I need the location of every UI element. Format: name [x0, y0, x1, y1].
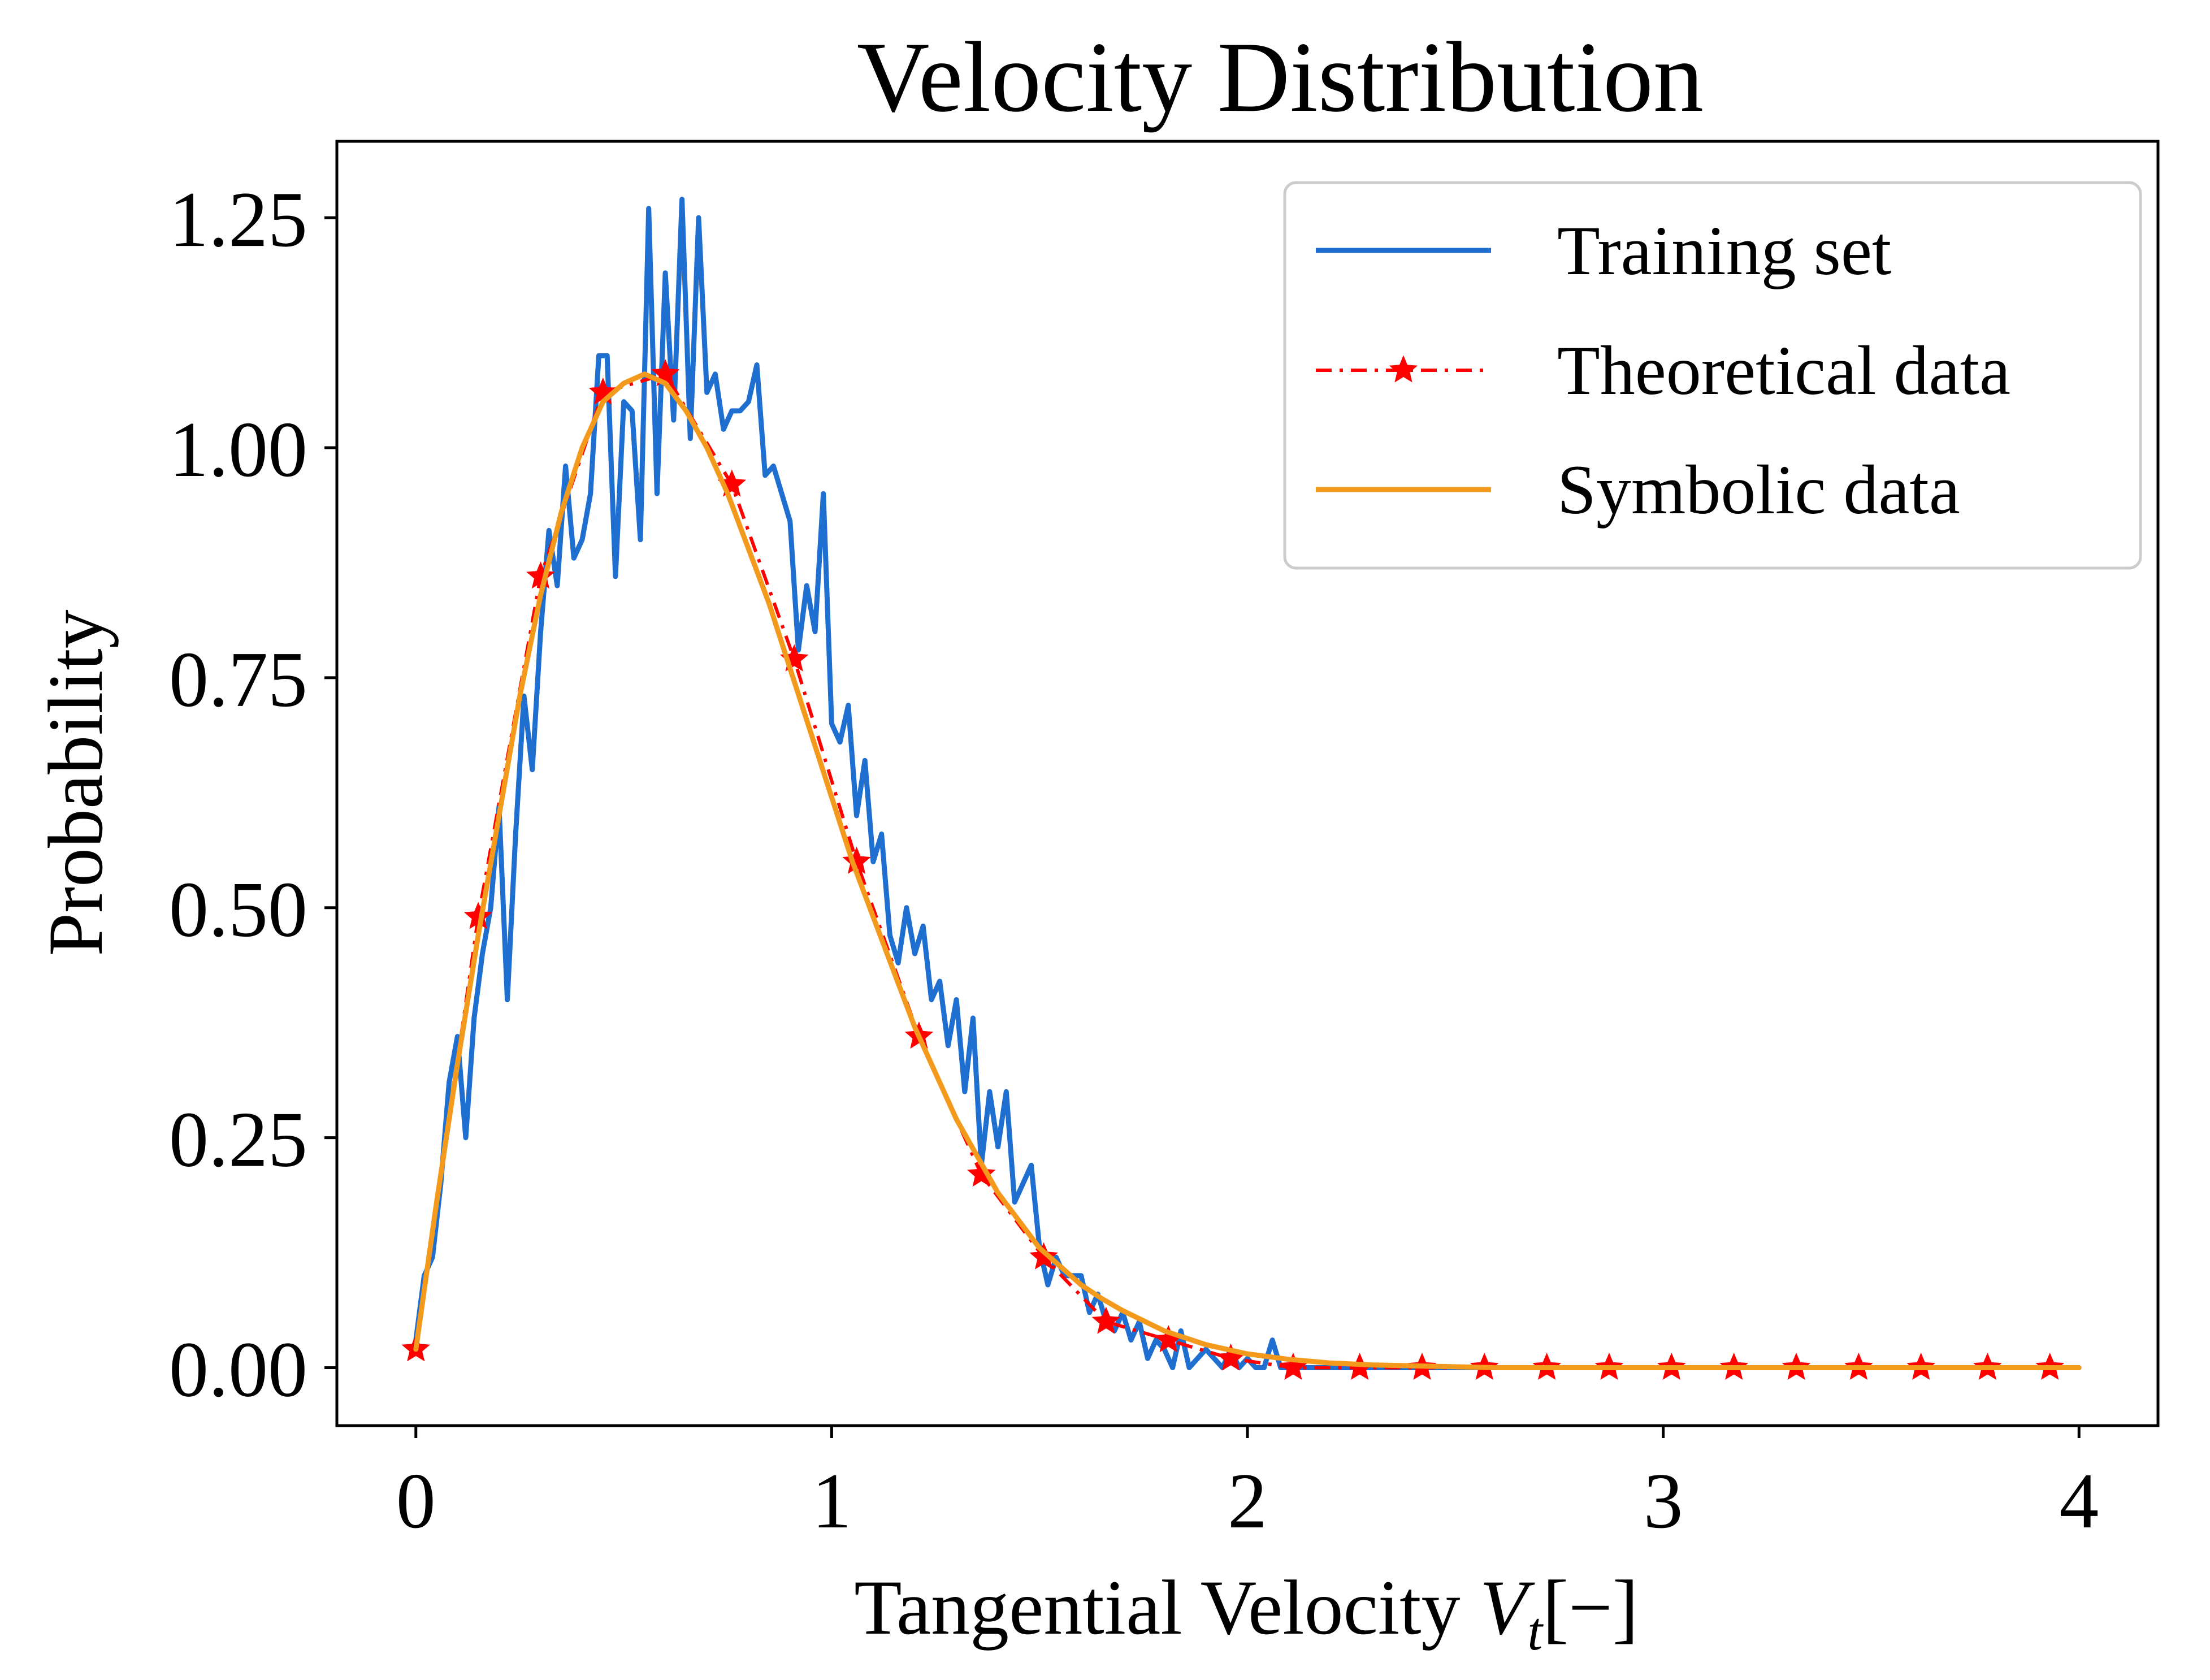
- y-tick-label: 0.25: [169, 1096, 307, 1184]
- x-axis-label-subscript: t: [1527, 1601, 1544, 1661]
- y-tick-label: 1.00: [169, 406, 307, 493]
- x-axis-ticks: 0 1 2 3 4: [396, 1426, 2099, 1545]
- legend-box: [1283, 181, 2142, 570]
- legend-star-marker: [1389, 355, 1418, 383]
- legend-label: Symbolic data: [1557, 451, 1960, 529]
- x-tick-label: 4: [2059, 1457, 2099, 1545]
- x-axis-label-suffix: [−]: [1542, 1564, 1639, 1651]
- y-tick-label: 1.25: [169, 176, 307, 263]
- x-tick-label: 3: [1644, 1457, 1683, 1545]
- theoretical-data-marker: [1029, 1242, 1058, 1270]
- legend: Training set Theoretical data Symbolic dat…: [1283, 181, 2142, 570]
- x-axis-label: Tangential Velocity Vt[−]: [854, 1564, 1639, 1661]
- series-line-training-set: [413, 197, 2082, 1370]
- legend-label: Training set: [1557, 212, 1891, 289]
- x-tick-label: 2: [1228, 1457, 1267, 1545]
- legend-label: Theoretical data: [1557, 332, 2010, 409]
- y-axis-label: Probability: [32, 609, 119, 956]
- theoretical-data-marker: [1091, 1306, 1121, 1334]
- theoretical-data-marker: [526, 561, 555, 589]
- x-tick-label: 0: [396, 1457, 436, 1545]
- series-layer: [401, 197, 2082, 1380]
- y-axis-ticks: 0.00 0.25 0.50 0.75 1.00 1.25: [169, 176, 337, 1413]
- x-axis-label-prefix: Tangential Velocity: [854, 1564, 1480, 1651]
- y-tick-label: 0.75: [169, 636, 307, 724]
- y-tick-label: 0.00: [169, 1326, 307, 1413]
- theoretical-data-marker: [1279, 1352, 1308, 1380]
- x-axis-label-variable: V: [1480, 1564, 1535, 1651]
- y-tick-label: 0.50: [169, 866, 307, 954]
- series-line-symbolic-data: [413, 371, 2082, 1370]
- chart-title: Velocity Distribution: [857, 21, 1704, 133]
- x-tick-label: 1: [812, 1457, 851, 1545]
